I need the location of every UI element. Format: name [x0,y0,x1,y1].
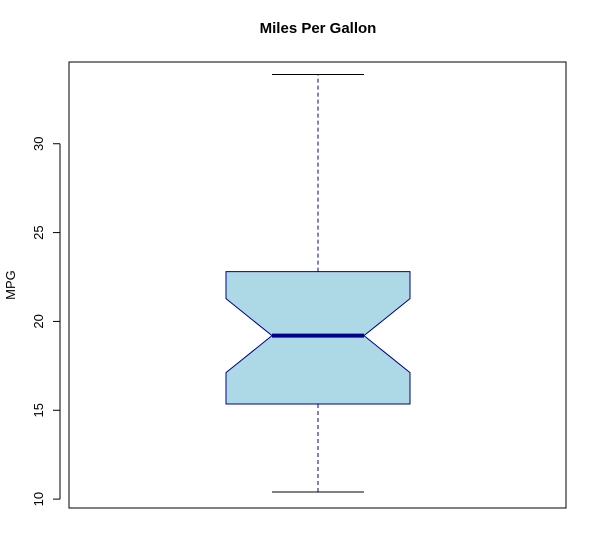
y-tick-label-25: 25 [31,225,46,239]
plot-frame [68,61,567,509]
chart-title: Miles Per Gallon [260,20,377,37]
y-axis-label: MPG [3,270,18,300]
y-tick-label-10: 10 [31,492,46,506]
y-tick-label-15: 15 [31,403,46,417]
boxplot-layer [225,73,411,493]
y-tick-label-20: 20 [31,314,46,328]
y-axis: 10 15 20 25 30 [31,137,61,506]
y-tick-label-30: 30 [31,137,46,151]
notched-box [225,271,411,405]
